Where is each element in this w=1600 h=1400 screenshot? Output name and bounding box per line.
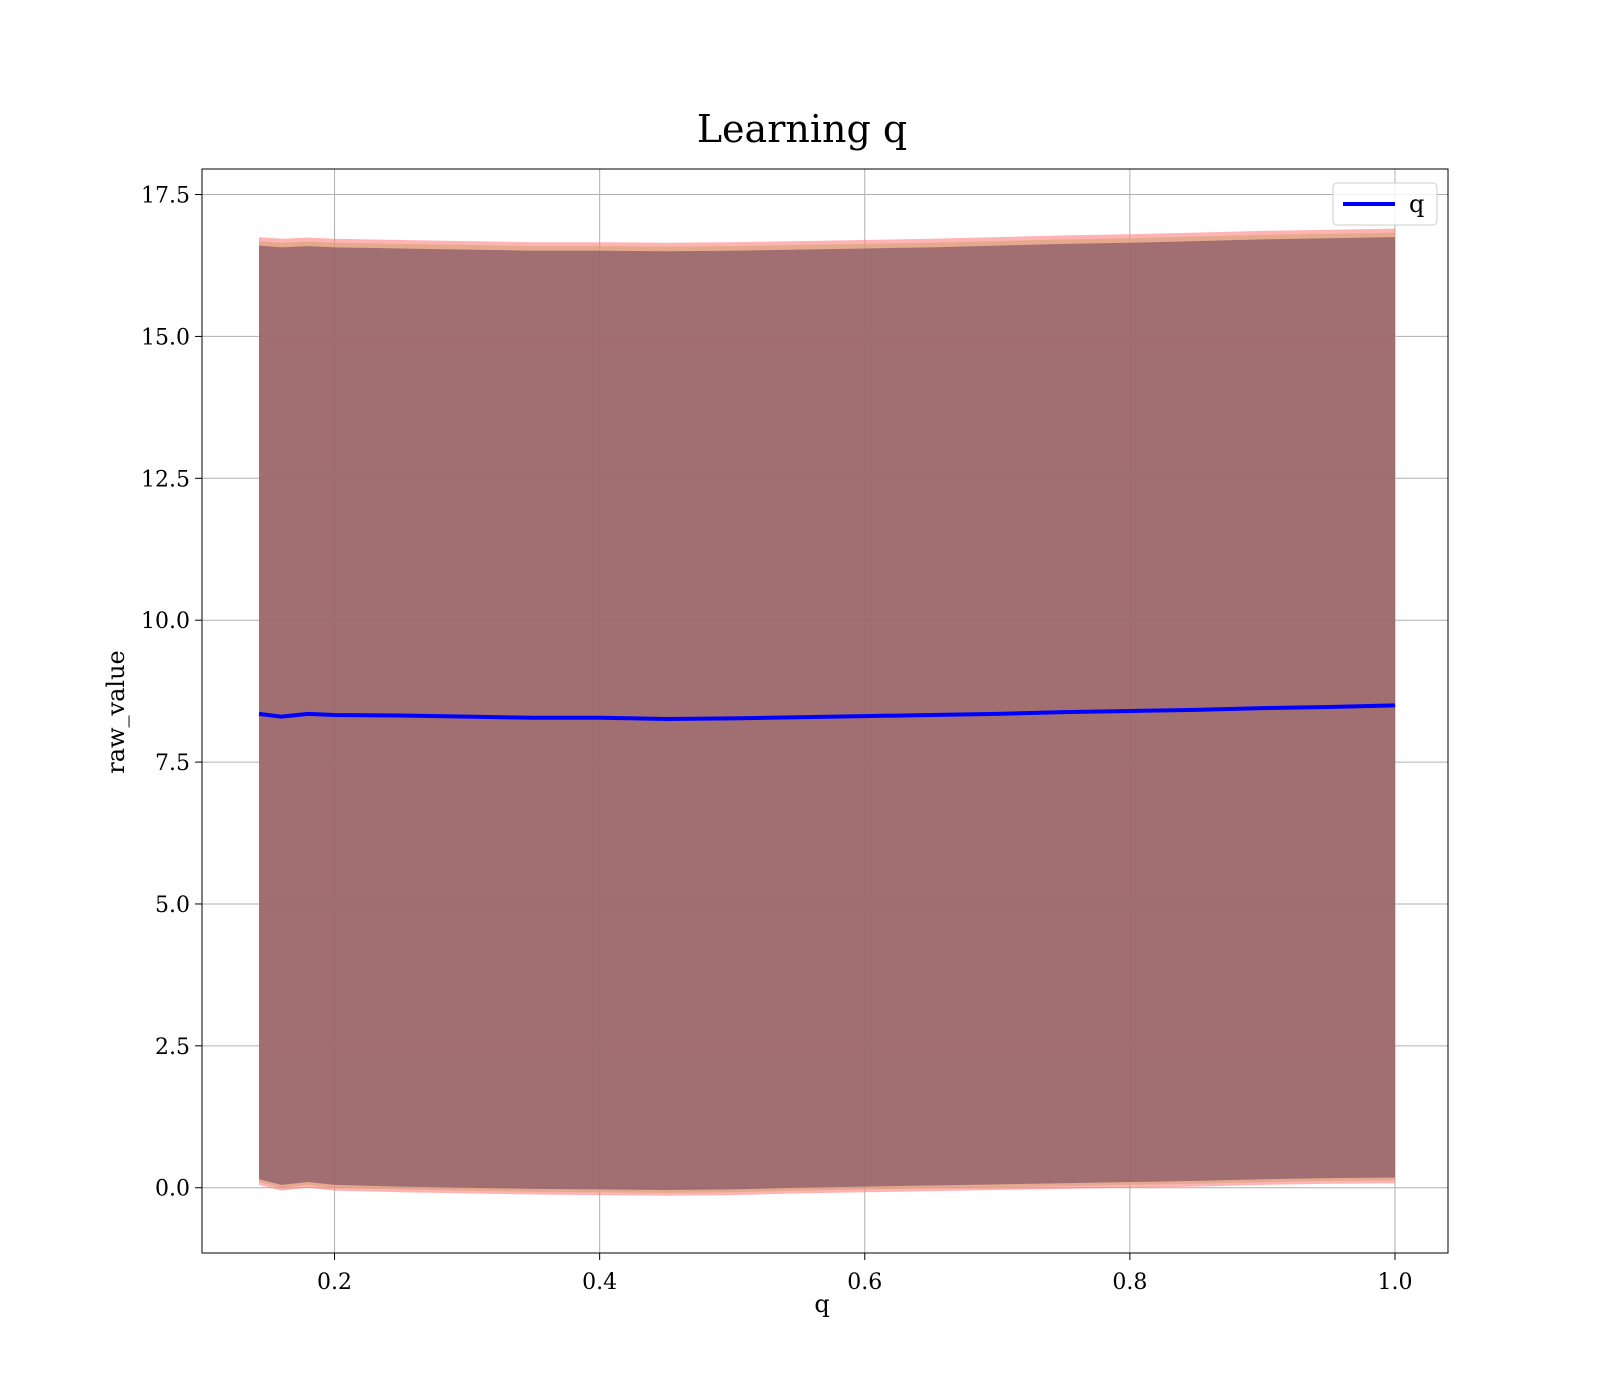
legend-label-0: q (1409, 190, 1424, 218)
x-tick-label-1: 0.4 (582, 1270, 617, 1295)
y-axis-label: raw_value (102, 650, 130, 774)
x-axis-label: q (814, 1290, 829, 1318)
y-tick-label-0: 0.0 (155, 1177, 190, 1202)
y-tick-label-2: 5.0 (155, 893, 190, 918)
y-tick-label-3: 7.5 (155, 751, 190, 776)
series-line-0 (258, 703, 1396, 721)
x-tick-label-3: 0.8 (1112, 1270, 1147, 1295)
band-2 (258, 237, 1395, 1191)
x-tick-label-0: 0.2 (317, 1270, 352, 1295)
y-tick-label-5: 12.5 (141, 467, 190, 492)
x-axis-ticks: 0.2 0.4 0.6 0.8 1.0 (317, 1253, 1412, 1295)
y-tick-label-6: 15.0 (141, 325, 190, 350)
chart-title: Learning q (697, 107, 907, 151)
x-tick-label-4: 1.0 (1377, 1270, 1412, 1295)
y-tick-label-4: 10.0 (141, 609, 190, 634)
y-tick-label-1: 2.5 (155, 1035, 190, 1060)
confidence-bands (258, 228, 1395, 1196)
x-tick-label-2: 0.6 (847, 1270, 882, 1295)
plot-frame (201, 168, 1449, 1254)
legend: q (1332, 182, 1438, 226)
y-axis-ticks: 0.0 2.5 5.0 7.5 10.0 12.5 15.0 17.5 (141, 184, 202, 1202)
series-lines (258, 703, 1396, 721)
y-tick-label-7: 17.5 (141, 184, 190, 209)
